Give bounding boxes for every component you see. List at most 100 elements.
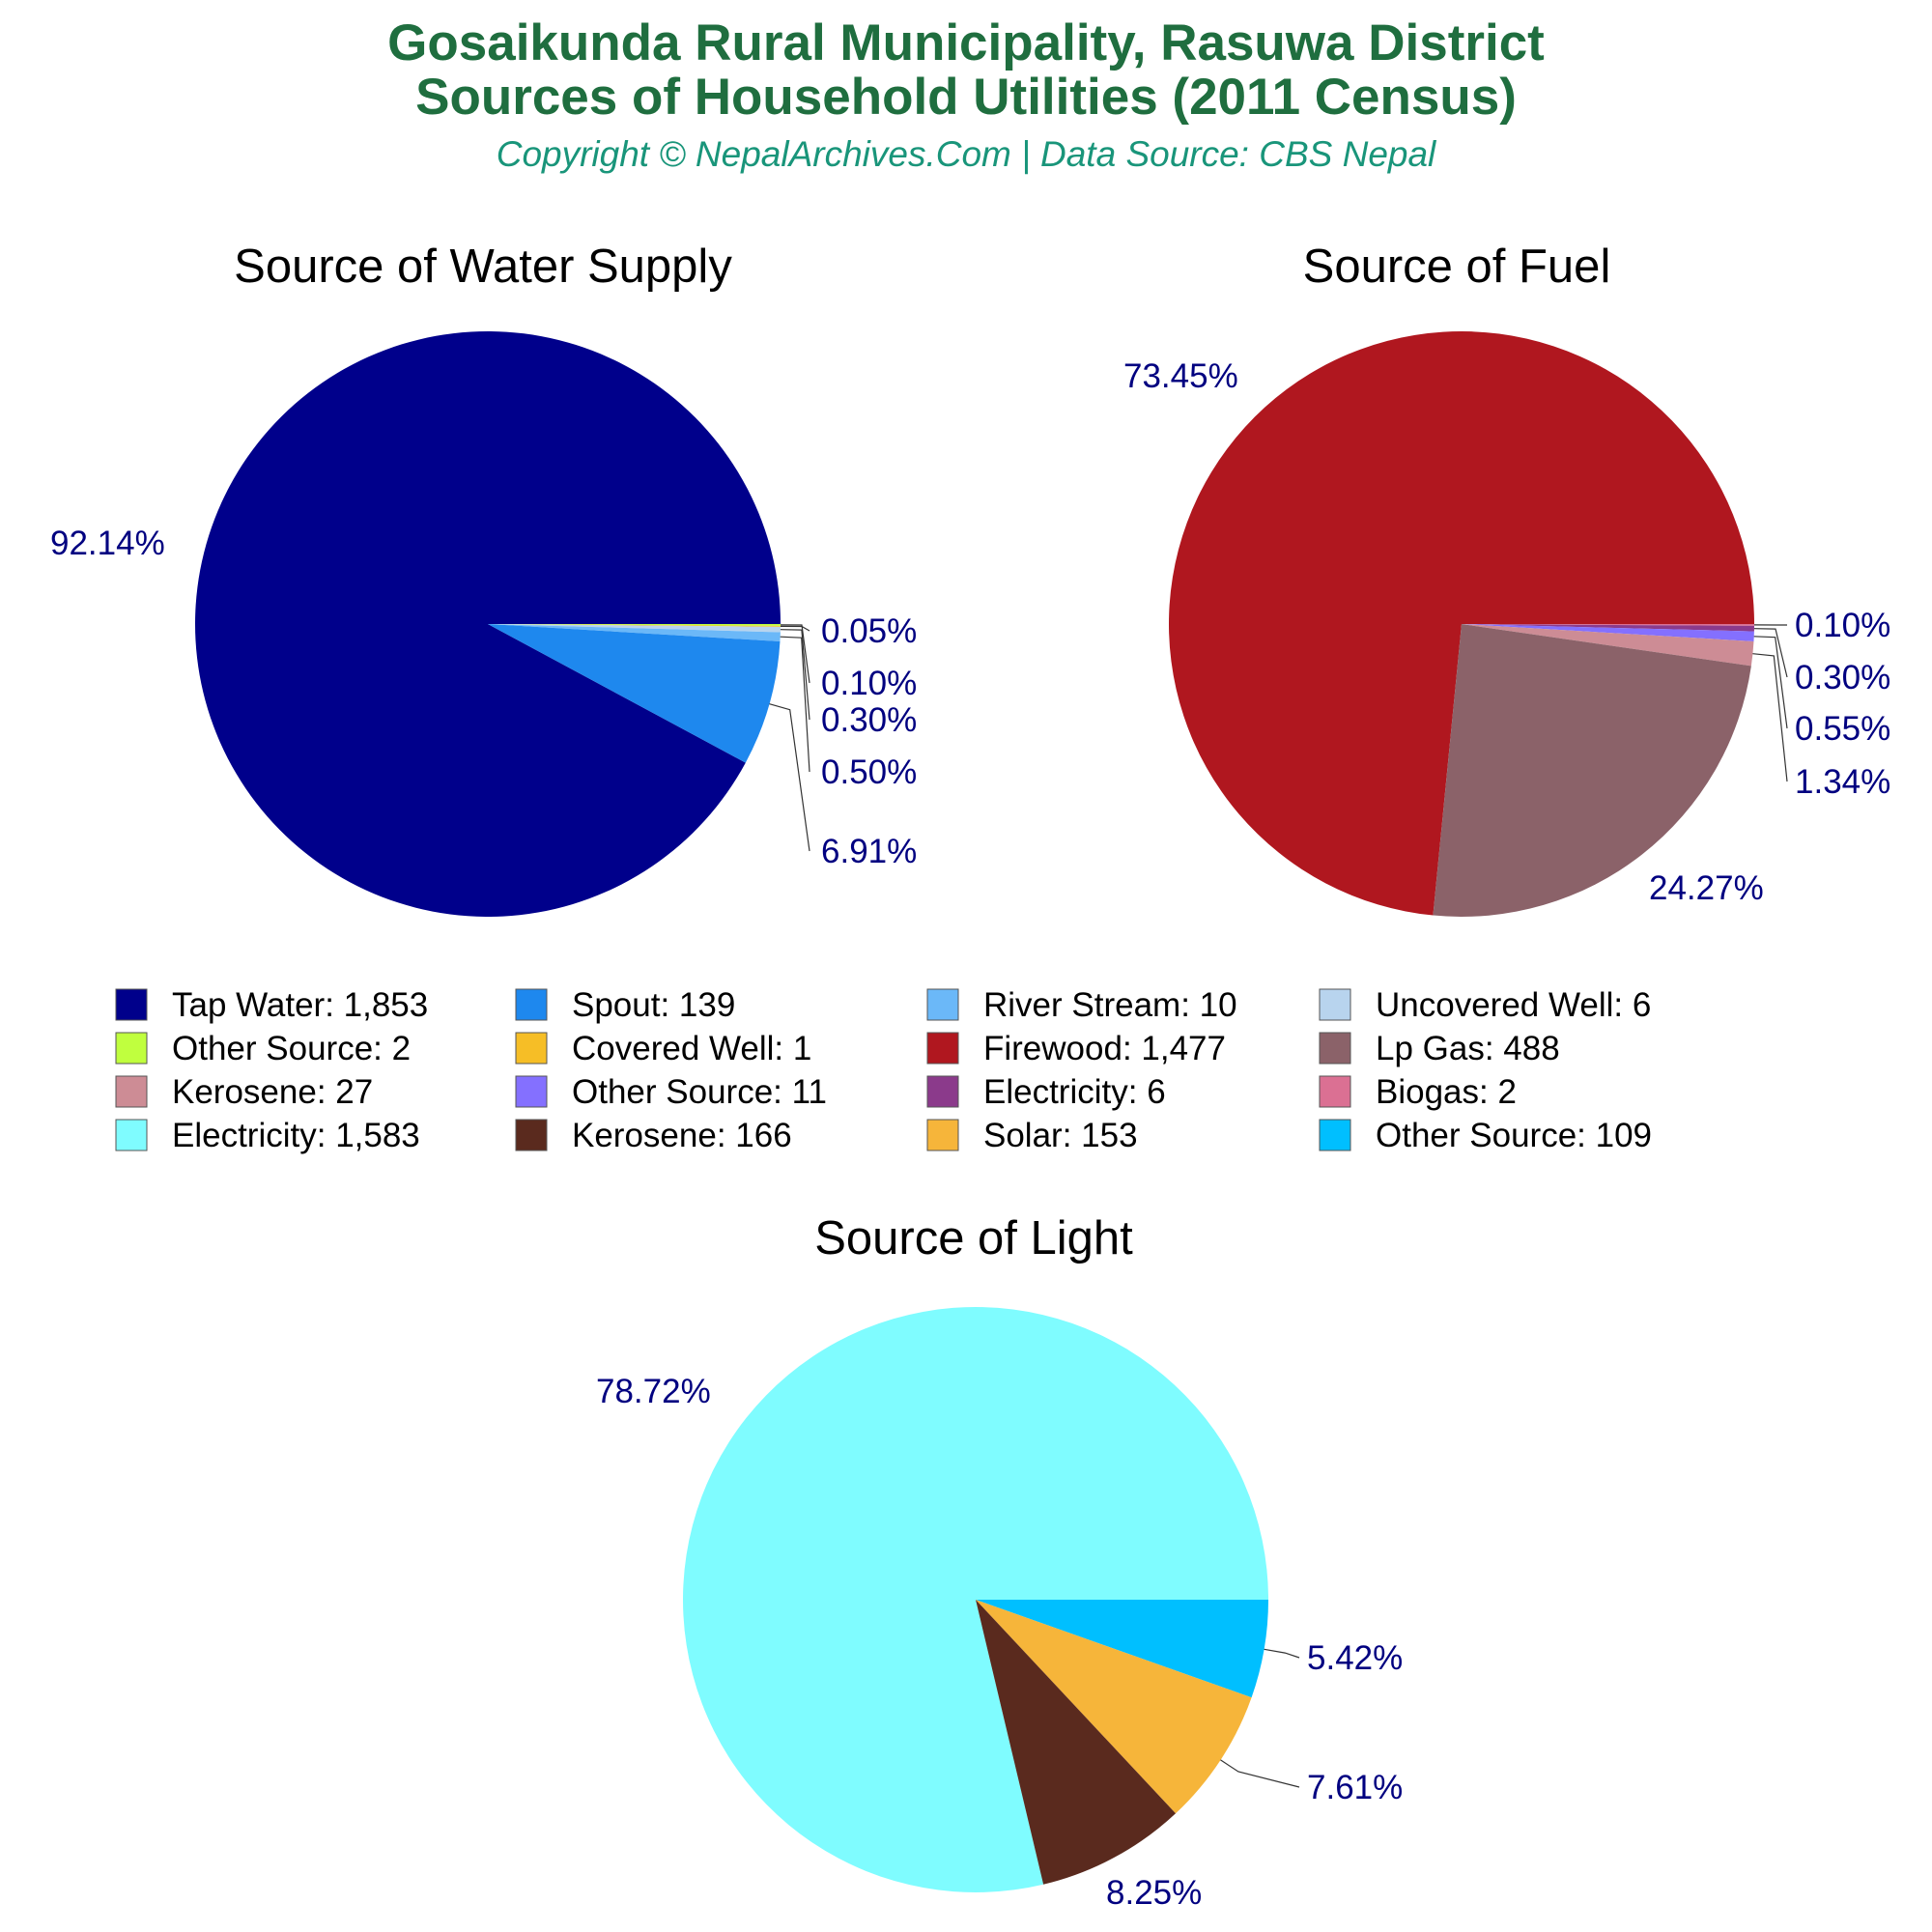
legend-swatch	[515, 1075, 548, 1108]
legend-item: Other Source: 109	[1319, 1117, 1652, 1154]
legend-swatch	[926, 988, 959, 1021]
pie-fuel-slice-other-source	[1462, 624, 1754, 641]
legend-swatch	[1319, 1119, 1351, 1151]
pie-water-guide-covered-well	[780, 625, 810, 632]
legend-swatch	[926, 1119, 959, 1151]
legend-label: Electricity: 1,583	[172, 1117, 420, 1154]
pie-fuel: Source of Fuel 73.45% 0.10% 0.30% 0.55% 1.34…	[1123, 241, 1890, 918]
pie-light-slices	[683, 1306, 1268, 1892]
pie-fuel-slice-kerosene	[1462, 624, 1754, 667]
pie-water-guide-other-source	[780, 624, 810, 684]
pie-water-guide-river-stream	[780, 636, 810, 773]
legend-item: River Stream: 10	[926, 986, 1237, 1024]
legend-item: Firewood: 1,477	[926, 1030, 1226, 1067]
pie-fuel-slice-firewood	[1169, 331, 1754, 916]
pie-water-guide-spout	[769, 703, 810, 852]
legend-label: Lp Gas: 488	[1376, 1030, 1560, 1067]
pie-fuel-guide-kerosene	[1752, 653, 1788, 782]
legend-swatch	[115, 1119, 148, 1151]
legend-item: Electricity: 1,583	[115, 1117, 420, 1154]
pie-water-percent-spout: 6.91%	[821, 833, 917, 870]
legend-swatch	[1319, 1075, 1351, 1108]
legend-item: Kerosene: 166	[515, 1117, 792, 1154]
pie-water-percent-river-stream: 0.50%	[821, 753, 917, 791]
pie-water-percent-uncovered-well: 0.30%	[821, 701, 917, 739]
legend-label: Uncovered Well: 6	[1376, 986, 1651, 1024]
pie-light-guide-other-source	[1264, 1648, 1300, 1659]
pie-water-percent-covered-well: 0.05%	[821, 612, 917, 650]
pie-light-percent-kerosene: 8.25%	[1106, 1874, 1202, 1912]
pie-fuel-percent-firewood: 73.45%	[1123, 357, 1238, 395]
legend-label: Tap Water: 1,853	[172, 986, 428, 1024]
pie-fuel-slices	[1169, 331, 1754, 918]
legend-swatch	[1319, 1032, 1351, 1065]
pie-water-slice-spout	[488, 624, 781, 763]
pie-light-slice-solar	[976, 1600, 1252, 1814]
legend-label: Other Source: 2	[172, 1030, 411, 1067]
legend-swatch	[926, 1075, 959, 1108]
pie-water-slice-river-stream	[488, 624, 781, 641]
pie-water-percent-tap-water: 92.14%	[50, 525, 165, 562]
legend-item: Kerosene: 27	[115, 1073, 373, 1111]
pie-fuel-percent-biogas: 0.10%	[1795, 607, 1890, 644]
chart-title-line-1: Gosaikunda Rural Municipality, Rasuwa Di…	[387, 14, 1545, 71]
legend-label: Other Source: 11	[572, 1073, 827, 1111]
pie-water-guide-uncovered-well	[780, 629, 810, 721]
pie-water-slice-other-source	[488, 624, 781, 626]
pie-water-slice-tap-water	[195, 330, 781, 917]
pie-fuel-slice-biogas	[1462, 624, 1754, 626]
legend-item: Solar: 153	[926, 1117, 1138, 1154]
legend-swatch	[1319, 988, 1351, 1021]
legend-swatch	[926, 1032, 959, 1065]
legend-swatch	[115, 988, 148, 1021]
pie-water-slice-uncovered-well	[488, 624, 781, 633]
legend-item: Other Source: 11	[515, 1073, 827, 1111]
legend-label: Electricity: 6	[983, 1073, 1166, 1111]
legend-label: Covered Well: 1	[572, 1030, 811, 1067]
legend-label: Other Source: 109	[1376, 1117, 1652, 1154]
legend-label: Kerosene: 166	[572, 1117, 792, 1154]
pie-fuel-slice-lp-gas	[1433, 624, 1751, 918]
pie-light-slice-other-source	[976, 1600, 1268, 1698]
pie-water-slice-covered-well	[488, 624, 781, 627]
legend-label: Spout: 139	[572, 986, 735, 1024]
legend-item: Tap Water: 1,853	[115, 986, 428, 1024]
legend-swatch	[515, 1119, 548, 1151]
pie-water-title: Source of Water Supply	[234, 241, 732, 293]
pie-fuel-title: Source of Fuel	[1303, 241, 1611, 293]
legend-label: Biogas: 2	[1376, 1073, 1517, 1111]
pie-light-percent-solar: 7.61%	[1307, 1769, 1403, 1806]
pie-light-percent-other-source: 5.42%	[1307, 1639, 1403, 1677]
legend-label: Firewood: 1,477	[983, 1030, 1226, 1067]
legend-item: Lp Gas: 488	[1319, 1030, 1560, 1067]
pie-light-guide-solar	[1220, 1759, 1300, 1788]
legend-item: Biogas: 2	[1319, 1073, 1517, 1111]
pie-light-percent-electricity: 78.72%	[596, 1373, 711, 1410]
legend-label: Kerosene: 27	[172, 1073, 373, 1111]
pie-light-title: Source of Light	[814, 1212, 1133, 1264]
legend-item: Electricity: 6	[926, 1073, 1166, 1111]
pie-fuel-percent-lp-gas: 24.27%	[1649, 869, 1764, 907]
pie-water-supply: Source of Water Supply 92.14% 0.10% 0.05% 0…	[50, 241, 917, 917]
pie-fuel-percent-kerosene: 1.34%	[1795, 763, 1890, 801]
pie-water-slices	[195, 330, 781, 917]
legend-label: Solar: 153	[983, 1117, 1138, 1154]
legend: Tap Water: 1,853 Spout: 139 River Stream: …	[115, 986, 1652, 1154]
pie-water-percent-other-source: 0.10%	[821, 665, 917, 702]
pie-light-slice-electricity	[683, 1306, 1268, 1892]
legend-item: Other Source: 2	[115, 1030, 411, 1067]
legend-swatch	[115, 1075, 148, 1108]
legend-item: Covered Well: 1	[515, 1030, 811, 1067]
legend-swatch	[515, 1032, 548, 1065]
pie-fuel-percent-electricity: 0.30%	[1795, 659, 1890, 696]
pie-light: Source of Light 78.72% 5.42% 7.61% 8.25%	[596, 1212, 1403, 1912]
chart-subtitle: Copyright © NepalArchives.Com | Data Sou…	[497, 134, 1437, 174]
pie-light-slice-kerosene	[976, 1600, 1177, 1885]
legend-label: River Stream: 10	[983, 986, 1237, 1024]
pie-fuel-guide-electricity	[1753, 628, 1788, 678]
pie-fuel-guide-other-source	[1753, 636, 1788, 729]
chart-title-line-2: Sources of Household Utilities (2011 Cen…	[415, 69, 1517, 126]
legend-swatch	[115, 1032, 148, 1065]
legend-item: Uncovered Well: 6	[1319, 986, 1651, 1024]
